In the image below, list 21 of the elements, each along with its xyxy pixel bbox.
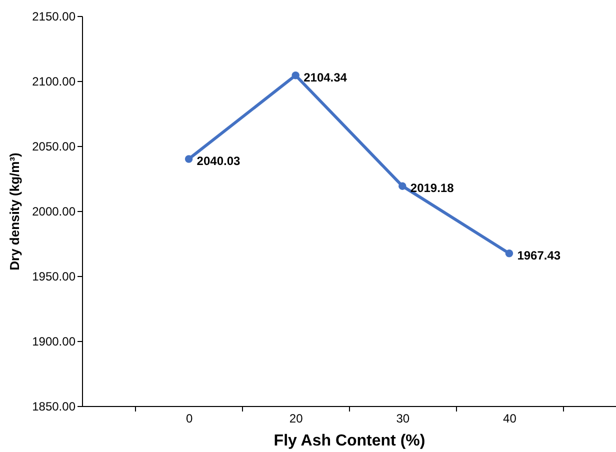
y-tick-label: 2150.00 [32,10,76,24]
x-tick-label: 20 [289,412,304,426]
data-label: 2104.34 [304,70,348,84]
y-tick-label: 2050.00 [32,140,76,154]
x-axis-title: Fly Ash Content (%) [274,432,426,450]
x-tick-label: 40 [503,412,517,426]
data-label: 2019.18 [410,181,454,196]
point [505,249,514,258]
y-tick-label: 2100.00 [32,74,76,88]
x-tick-label: 0 [186,412,193,426]
data-label: 2040.03 [196,154,241,168]
y-tick-label: 1900.00 [32,334,76,348]
y-tick-label: 1950.00 [32,270,76,284]
y-tick-label: 1850.00 [32,400,76,414]
x-tick-label: 30 [396,412,410,426]
point [184,155,193,163]
y-tick-label: 2000.00 [32,204,76,218]
point [398,182,406,190]
point [292,71,300,80]
data-label: 1967.43 [517,248,561,262]
y-axis-title: Dry density (kg/m³) [7,152,22,270]
